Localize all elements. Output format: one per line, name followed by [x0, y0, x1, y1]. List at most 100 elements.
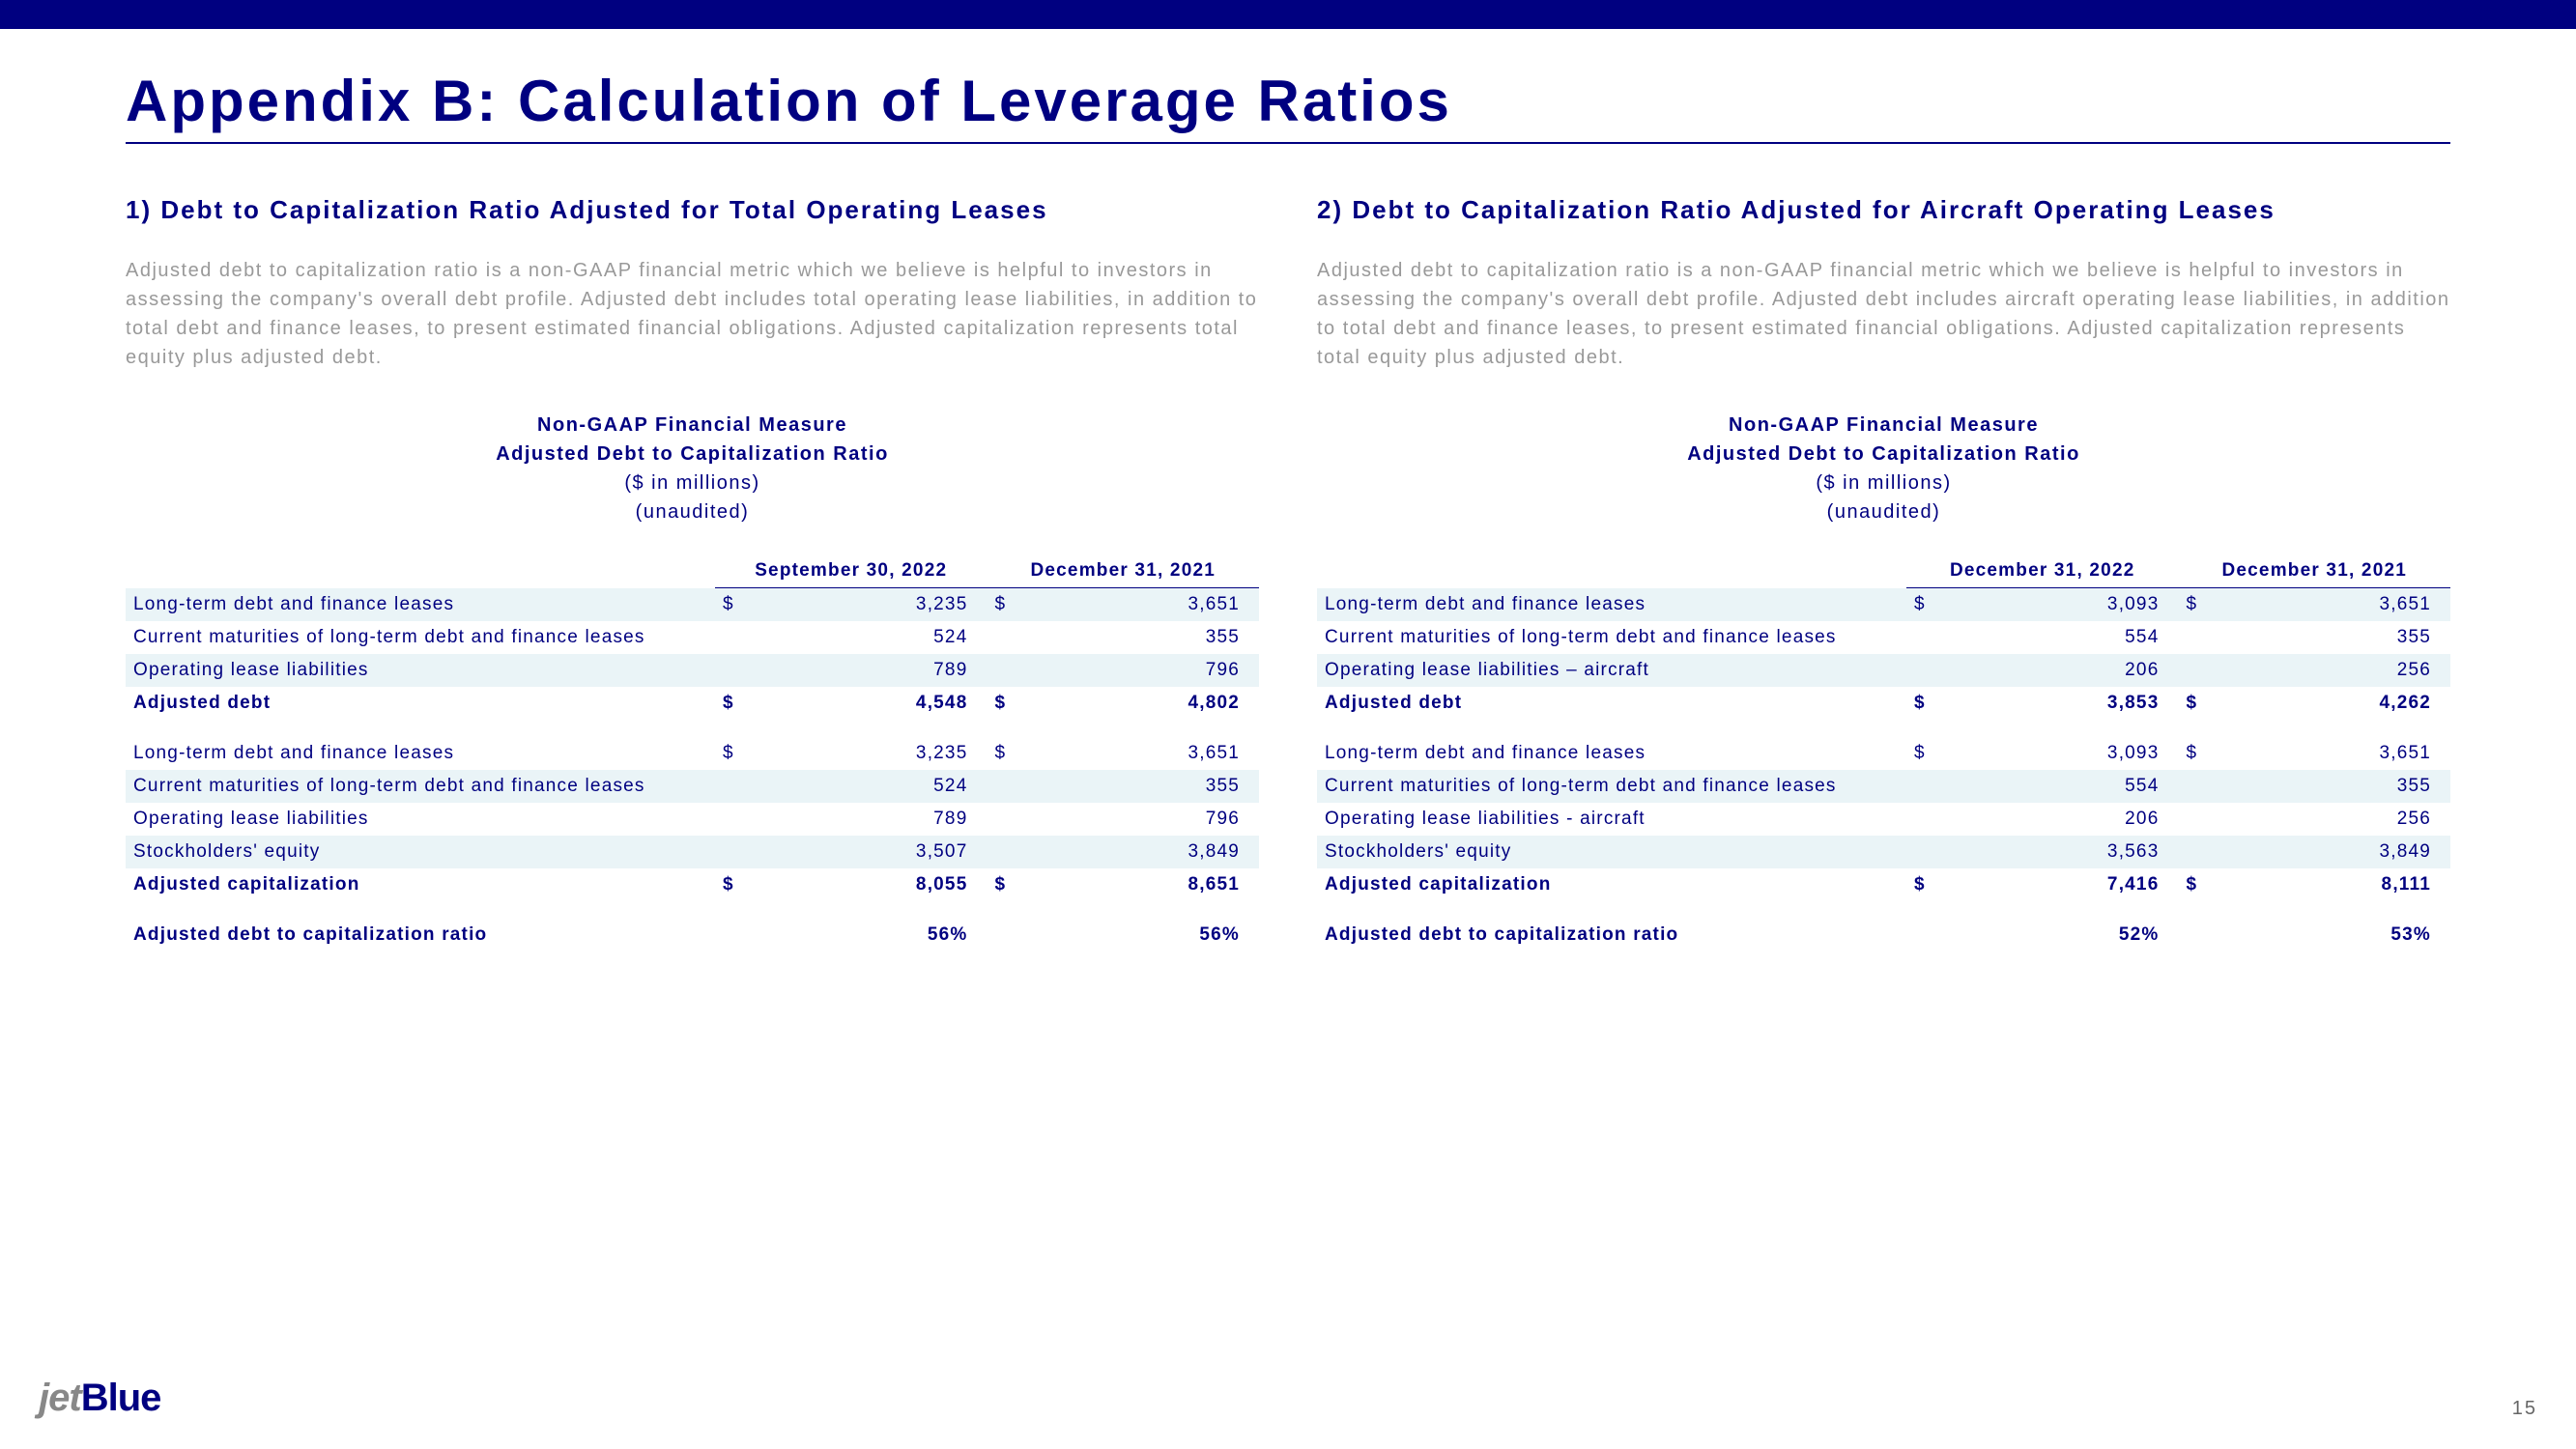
col-header-1: September 30, 2022: [715, 555, 987, 587]
cell: 3,651: [2223, 588, 2450, 622]
row-label: Adjusted capitalization: [126, 868, 715, 901]
currency: $: [2178, 868, 2223, 901]
currency: $: [2178, 687, 2223, 720]
currency: $: [2178, 588, 2223, 622]
content-area: Appendix B: Calculation of Leverage Rati…: [0, 29, 2576, 952]
table-row: Adjusted capitalization$7,416$8,111: [1317, 868, 2450, 901]
table-row: Current maturities of long-term debt and…: [126, 770, 1259, 803]
row-label: Stockholders' equity: [126, 836, 715, 868]
caption-line: Non-GAAP Financial Measure: [126, 411, 1259, 440]
col-header-1: December 31, 2022: [1906, 555, 2179, 587]
table-row: Adjusted capitalization$8,055$8,651: [126, 868, 1259, 901]
cell: 7,416: [1952, 868, 2179, 901]
table-row: Stockholders' equity 3,507 3,849: [126, 836, 1259, 868]
logo-jet: jet: [39, 1377, 81, 1419]
cell: 8,055: [760, 868, 987, 901]
page-number: 15: [2512, 1398, 2537, 1420]
cell: 554: [1952, 621, 2179, 654]
cell: 3,235: [760, 588, 987, 622]
footer: jetBlue 15: [39, 1377, 2537, 1420]
cell: 56%: [1032, 919, 1259, 952]
right-table-caption: Non-GAAP Financial Measure Adjusted Debt…: [1317, 411, 2450, 526]
caption-line: (unaudited): [1317, 497, 2450, 526]
cell: 3,093: [1952, 737, 2179, 770]
left-table-caption: Non-GAAP Financial Measure Adjusted Debt…: [126, 411, 1259, 526]
row-label: Adjusted debt: [1317, 687, 1906, 720]
table-row: Long-term debt and finance leases$3,235$…: [126, 737, 1259, 770]
spacer-row: [126, 720, 1259, 737]
caption-line: Adjusted Debt to Capitalization Ratio: [1317, 440, 2450, 469]
top-bar: [0, 0, 2576, 29]
spacer-row: [126, 901, 1259, 919]
currency: $: [1906, 687, 1952, 720]
row-label: Long-term debt and finance leases: [126, 737, 715, 770]
cell: 3,853: [1952, 687, 2179, 720]
row-label: Stockholders' equity: [1317, 836, 1906, 868]
currency: $: [715, 868, 760, 901]
right-section-title: 2) Debt to Capitalization Ratio Adjusted…: [1317, 192, 2450, 227]
two-column-layout: 1) Debt to Capitalization Ratio Adjusted…: [126, 192, 2450, 952]
cell: 355: [2223, 770, 2450, 803]
cell: 3,507: [760, 836, 987, 868]
cell: 789: [760, 654, 987, 687]
table-row: Current maturities of long-term debt and…: [126, 621, 1259, 654]
cell: 3,849: [1032, 836, 1259, 868]
cell: 524: [760, 770, 987, 803]
row-label: Current maturities of long-term debt and…: [1317, 621, 1906, 654]
caption-line: (unaudited): [126, 497, 1259, 526]
currency: $: [987, 737, 1032, 770]
cell: 3,651: [1032, 737, 1259, 770]
table-row: Long-term debt and finance leases$3,093$…: [1317, 737, 2450, 770]
table-row: Current maturities of long-term debt and…: [1317, 770, 2450, 803]
currency: $: [987, 868, 1032, 901]
table-header-row: September 30, 2022 December 31, 2021: [126, 555, 1259, 587]
row-label: Adjusted debt: [126, 687, 715, 720]
cell: 796: [1032, 654, 1259, 687]
table-row: Long-term debt and finance leases$3,093$…: [1317, 588, 2450, 622]
row-label: Long-term debt and finance leases: [126, 588, 715, 622]
logo-blue: Blue: [81, 1377, 161, 1419]
cell: 206: [1952, 803, 2179, 836]
row-label: Operating lease liabilities – aircraft: [1317, 654, 1906, 687]
row-label: Adjusted debt to capitalization ratio: [126, 919, 715, 952]
col-header-blank: [1317, 555, 1906, 587]
left-column: 1) Debt to Capitalization Ratio Adjusted…: [126, 192, 1259, 952]
caption-line: Adjusted Debt to Capitalization Ratio: [126, 440, 1259, 469]
cell: 3,563: [1952, 836, 2179, 868]
table-row: Current maturities of long-term debt and…: [1317, 621, 2450, 654]
currency: $: [987, 588, 1032, 622]
cell: 355: [2223, 621, 2450, 654]
table-row: Operating lease liabilities789796: [126, 654, 1259, 687]
left-section-title: 1) Debt to Capitalization Ratio Adjusted…: [126, 192, 1259, 227]
cell: 355: [1032, 770, 1259, 803]
row-label: Long-term debt and finance leases: [1317, 588, 1906, 622]
row-label: Current maturities of long-term debt and…: [1317, 770, 1906, 803]
currency: $: [987, 687, 1032, 720]
cell: 789: [760, 803, 987, 836]
table-row: Long-term debt and finance leases$3,235$…: [126, 588, 1259, 622]
row-label: Operating lease liabilities: [126, 803, 715, 836]
cell: 4,548: [760, 687, 987, 720]
table-row: Operating lease liabilities – aircraft20…: [1317, 654, 2450, 687]
currency: $: [1906, 588, 1952, 622]
row-label: Adjusted capitalization: [1317, 868, 1906, 901]
cell: 554: [1952, 770, 2179, 803]
left-description: Adjusted debt to capitalization ratio is…: [126, 256, 1259, 372]
cell: 3,651: [2223, 737, 2450, 770]
table-row: Adjusted debt to capitalization ratio52%…: [1317, 919, 2450, 952]
table-row: Stockholders' equity3,5633,849: [1317, 836, 2450, 868]
caption-line: Non-GAAP Financial Measure: [1317, 411, 2450, 440]
cell: 355: [1032, 621, 1259, 654]
col-header-2: December 31, 2021: [987, 555, 1259, 587]
currency: $: [715, 737, 760, 770]
currency: $: [1906, 737, 1952, 770]
cell: 56%: [760, 919, 987, 952]
table-row: Adjusted debt$3,853$4,262: [1317, 687, 2450, 720]
cell: 4,802: [1032, 687, 1259, 720]
right-description: Adjusted debt to capitalization ratio is…: [1317, 256, 2450, 372]
table-header-row: December 31, 2022 December 31, 2021: [1317, 555, 2450, 587]
cell: 52%: [1952, 919, 2179, 952]
row-label: Long-term debt and finance leases: [1317, 737, 1906, 770]
cell: 53%: [2223, 919, 2450, 952]
right-table: December 31, 2022 December 31, 2021 Long…: [1317, 555, 2450, 952]
